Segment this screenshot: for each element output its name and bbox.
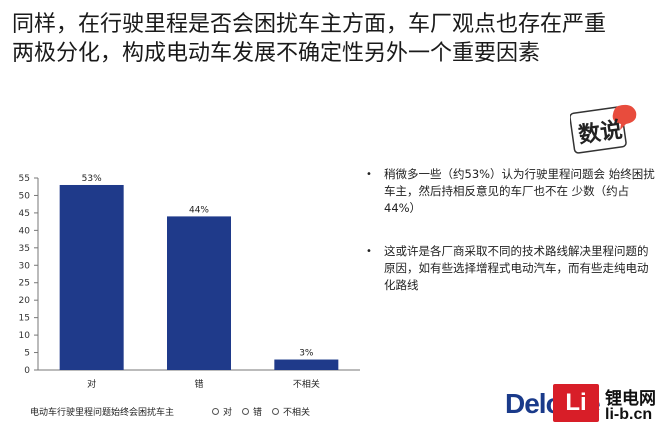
y-tick-label: 50 <box>19 191 31 201</box>
x-tick-label: 不相关 <box>293 378 320 390</box>
data-label: 44% <box>189 205 209 215</box>
legend-marker-icon <box>272 408 280 415</box>
title-line-2: 两极分化，构成电动车发展不确定性另外一个重要因素 <box>12 41 541 66</box>
bar <box>59 184 124 370</box>
legend-item-label: 不相关 <box>283 408 311 418</box>
y-tick-label: 40 <box>19 226 31 236</box>
li-b-logo-url: li-b.cn <box>605 406 653 423</box>
data-label: 3% <box>299 349 314 359</box>
y-tick-label: 15 <box>19 314 30 324</box>
legend-item: 错 <box>242 405 262 418</box>
x-tick-label: 错 <box>194 378 203 390</box>
title-line-1: 同样，在行驶里程是否会困扰车主方面，车厂观点也存在严重 <box>12 12 607 37</box>
bar-chart: 0 5 10 15 20 25 30 35 40 45 50 55 对 错 不相关 53% 44% 3% <box>19 174 360 390</box>
y-tick-label: 25 <box>19 279 30 289</box>
legend-marker-icon <box>212 408 220 415</box>
legend-marker-icon <box>242 408 250 415</box>
bullet-marker: • <box>366 246 372 257</box>
y-tick-label: 45 <box>19 209 30 219</box>
bullet-text: 稍微多一些（约53%）认为行驶里程问题会 始终困扰车主，然后持相反意见的车厂也不… <box>384 167 655 215</box>
bullet-list: • 稍微多一些（约53%）认为行驶里程问题会 始终困扰车主，然后持相反意见的车厂… <box>366 166 656 320</box>
bullet-marker: • <box>366 169 372 180</box>
legend-item-label: 对 <box>223 408 233 418</box>
page-title: 同样，在行驶里程是否会困扰车主方面，车厂观点也存在严重 两极分化，构成电动车发展… <box>12 10 652 68</box>
data-label: 53% <box>82 174 102 184</box>
x-tick-label: 对 <box>87 378 96 390</box>
y-tick-label: 5 <box>24 349 30 359</box>
y-tick-label: 0 <box>24 366 30 376</box>
y-tick-label: 10 <box>19 331 31 341</box>
x-axis: 对 错 不相关 <box>38 369 360 390</box>
bullet-item: • 这或许是各厂商采取不同的技术路线解决里程问题的原因，如有些选择增程式电动汽车… <box>366 243 656 294</box>
bullet-item: • 稍微多一些（约53%）认为行驶里程问题会 始终困扰车主，然后持相反意见的车厂… <box>366 166 656 217</box>
bar <box>167 216 231 370</box>
legend-item: 不相关 <box>272 405 310 418</box>
y-tick-label: 35 <box>19 244 30 254</box>
bar <box>274 359 339 370</box>
li-b-logo-name: 锂电网 <box>605 389 656 409</box>
chart-legend: 电动车行驶里程问题始终会困扰车主 对 错 不相关 <box>30 405 310 418</box>
li-b-logo-mark: Li <box>553 384 599 422</box>
y-tick-label: 55 <box>19 174 30 184</box>
shushuo-stamp-logo: 数说 <box>570 104 637 154</box>
y-tick-label: 30 <box>19 261 31 271</box>
bars: 53% 44% 3% <box>59 174 339 370</box>
y-axis: 0 5 10 15 20 25 30 35 40 45 50 55 <box>19 174 39 376</box>
legend-series-label: 电动车行驶里程问题始终会困扰车主 <box>30 408 175 418</box>
bullet-text: 这或许是各厂商采取不同的技术路线解决里程问题的原因，如有些选择增程式电动汽车，而… <box>384 244 649 292</box>
legend-item: 对 <box>212 405 232 418</box>
legend-item-label: 错 <box>253 408 263 418</box>
svg-text:数说: 数说 <box>577 117 624 149</box>
y-tick-label: 20 <box>19 296 31 306</box>
logo-area: Deloitte Li 锂电网 li-b.cn <box>505 382 660 440</box>
